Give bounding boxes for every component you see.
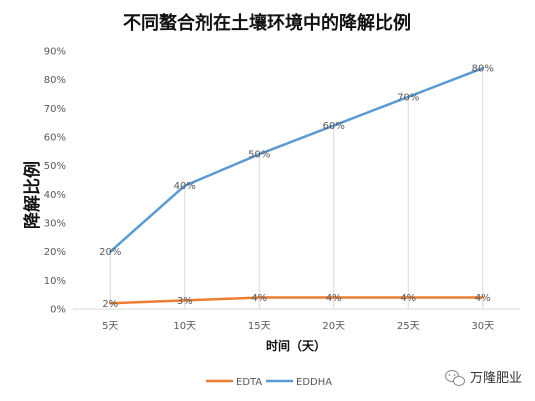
- data-label-eddha: 40%: [174, 181, 196, 192]
- y-tick-label: 30%: [44, 219, 66, 230]
- x-tick-label: 25天: [397, 321, 420, 332]
- series-line-edta: [109, 296, 484, 305]
- data-label-eddha: 80%: [472, 64, 494, 75]
- wechat-icon: [445, 370, 465, 386]
- y-tick-label: 20%: [44, 247, 66, 258]
- x-axis-ticks: 5天 10天 15天 20天 25天 30天: [102, 321, 494, 332]
- y-axis-title: 降解比例: [22, 161, 43, 229]
- chart-title: 不同螯合剂在土壤环境中的降解比例: [123, 12, 411, 34]
- y-tick-label: 80%: [44, 75, 66, 86]
- drop-lines: [109, 68, 484, 309]
- x-axis-title: 时间（天）: [266, 338, 326, 353]
- y-axis-ticks: 0% 10% 20% 30% 40% 50% 60% 70% 80% 90%: [44, 47, 66, 316]
- x-tick-label: 10天: [173, 321, 196, 332]
- series-line-eddha: [109, 66, 484, 253]
- series-group: [109, 66, 484, 305]
- x-tick-label: 15天: [248, 321, 271, 332]
- data-label-eddha: 70%: [397, 92, 419, 103]
- data-label-eddha: 50%: [248, 150, 270, 161]
- data-label-edta: 4%: [475, 293, 491, 304]
- data-labels: 2% 3% 4% 4% 4% 4% 20% 40% 50% 60% 70% 80%: [99, 64, 494, 310]
- watermark-text: 万隆肥业: [470, 371, 522, 386]
- data-label-eddha: 20%: [99, 247, 121, 258]
- y-tick-label: 70%: [44, 104, 66, 115]
- data-label-edta: 3%: [177, 296, 193, 307]
- data-label-eddha: 60%: [323, 121, 345, 132]
- watermark: 万隆肥业: [445, 370, 522, 386]
- x-tick-label: 30天: [471, 321, 494, 332]
- y-tick-label: 40%: [44, 190, 66, 201]
- y-tick-label: 60%: [44, 133, 66, 144]
- y-tick-label: 90%: [44, 47, 66, 58]
- y-tick-label: 0%: [50, 305, 66, 316]
- y-tick-label: 10%: [44, 276, 66, 287]
- legend-label-edta: EDTA: [236, 377, 262, 388]
- data-label-edta: 2%: [102, 299, 118, 310]
- legend-label-eddha: EDDHA: [296, 377, 332, 388]
- data-label-edta: 4%: [251, 293, 267, 304]
- legend: EDTA EDDHA: [206, 377, 332, 388]
- x-tick-label: 5天: [102, 321, 118, 332]
- x-tick-label: 20天: [322, 321, 345, 332]
- y-tick-label: 50%: [44, 161, 66, 172]
- data-label-edta: 4%: [326, 293, 342, 304]
- data-label-edta: 4%: [400, 293, 416, 304]
